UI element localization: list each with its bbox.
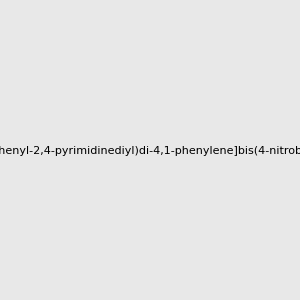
Text: N,N'-[(6-phenyl-2,4-pyrimidinediyl)di-4,1-phenylene]bis(4-nitrobenzamide): N,N'-[(6-phenyl-2,4-pyrimidinediyl)di-4,… (0, 146, 300, 157)
